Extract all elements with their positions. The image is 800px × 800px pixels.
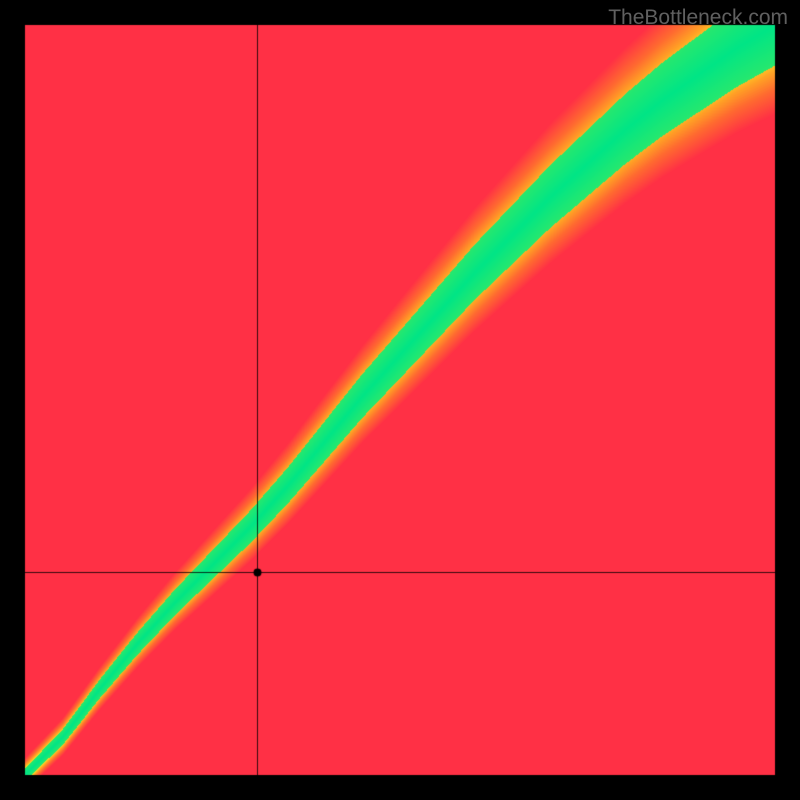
chart-container: TheBottleneck.com bbox=[0, 0, 800, 800]
watermark-text: TheBottleneck.com bbox=[608, 6, 788, 30]
bottleneck-heatmap-canvas bbox=[0, 0, 800, 800]
